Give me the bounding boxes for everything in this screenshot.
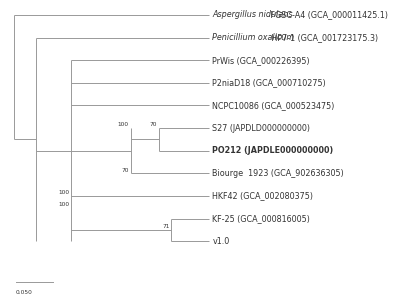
Text: FGSC-A4 (GCA_000011425.1): FGSC-A4 (GCA_000011425.1) [268, 10, 388, 20]
Text: S27 (JAPDLD000000000): S27 (JAPDLD000000000) [212, 124, 310, 132]
Text: 70: 70 [122, 168, 129, 173]
Text: 100: 100 [118, 122, 129, 127]
Text: P2niaD18 (GCA_000710275): P2niaD18 (GCA_000710275) [212, 78, 326, 87]
Text: Aspergillus nidulans: Aspergillus nidulans [212, 10, 293, 20]
Text: 100: 100 [58, 190, 69, 195]
Text: Biourge  1923 (GCA_902636305): Biourge 1923 (GCA_902636305) [212, 169, 344, 178]
Text: Penicillium oxalicum: Penicillium oxalicum [212, 33, 294, 42]
Text: v1.0: v1.0 [212, 237, 230, 246]
Text: 70: 70 [150, 122, 157, 127]
Text: KF-25 (GCA_000816005): KF-25 (GCA_000816005) [212, 214, 310, 223]
Text: HP7-1 (GCA_001723175.3): HP7-1 (GCA_001723175.3) [269, 33, 378, 42]
Text: NCPC10086 (GCA_000523475): NCPC10086 (GCA_000523475) [212, 101, 335, 110]
Text: HKF42 (GCA_002080375): HKF42 (GCA_002080375) [212, 192, 314, 200]
Text: PrWis (GCA_000226395): PrWis (GCA_000226395) [212, 56, 310, 65]
Text: 71: 71 [162, 224, 170, 229]
Text: 0.050: 0.050 [16, 290, 32, 295]
Text: PO212 (JAPDLE000000000): PO212 (JAPDLE000000000) [212, 146, 334, 155]
Text: 100: 100 [58, 202, 69, 207]
